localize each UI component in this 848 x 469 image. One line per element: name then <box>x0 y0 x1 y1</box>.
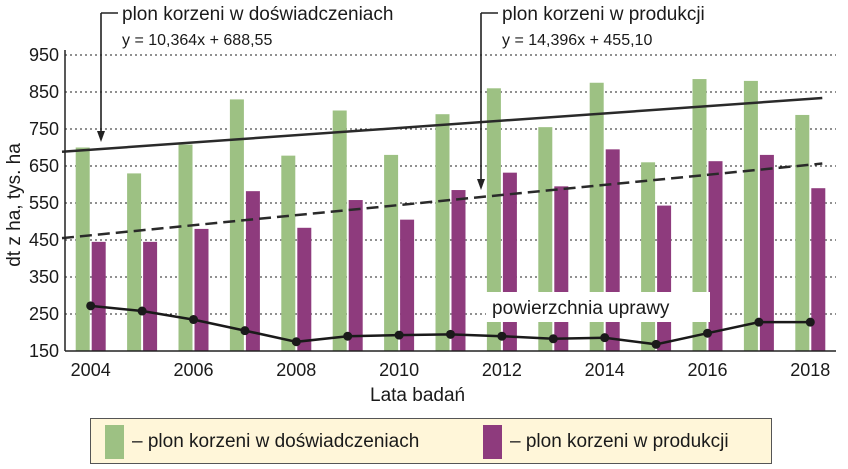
area-point-2014 <box>600 333 610 343</box>
x-axis-title: Lata badań <box>370 385 465 406</box>
x-axis-tick-labels: 2004 2006 2008 2010 2012 2014 2016 2018 <box>71 360 831 380</box>
legend-swatch-production <box>483 425 502 459</box>
bar-production-2012 <box>502 172 517 351</box>
area-point-2004 <box>86 301 96 311</box>
bar-experiment-2015 <box>641 162 656 351</box>
legend-swatch-experiment <box>105 425 124 459</box>
bar-experiment-2010 <box>384 154 399 351</box>
x-tick-label-2014: 2014 <box>585 360 625 380</box>
bar-production-2005 <box>143 241 158 351</box>
arrow-production-head <box>477 179 485 190</box>
area-point-2015 <box>651 339 661 349</box>
trendline-production <box>61 162 823 240</box>
bars <box>75 79 826 352</box>
x-tick-label-2018: 2018 <box>790 360 830 380</box>
area-point-2005 <box>137 306 147 316</box>
y-tick-label-650: 650 <box>29 156 59 176</box>
y-tick-label-350: 350 <box>29 267 59 287</box>
y-axis-tick-labels: 150 250 350 450 550 650 750 850 950 <box>29 45 59 361</box>
area-point-2008 <box>291 337 301 347</box>
y-tick-label-550: 550 <box>29 193 59 213</box>
x-tick-label-2016: 2016 <box>687 360 727 380</box>
bar-production-2016 <box>708 161 723 351</box>
bar-production-2004 <box>91 241 106 351</box>
bar-experiment-2009 <box>332 110 347 351</box>
area-point-2013 <box>548 334 558 344</box>
y-tick-label-750: 750 <box>29 119 59 139</box>
trendlines <box>61 96 823 240</box>
area-line-series <box>86 301 815 349</box>
legend-item-experiment: – plon korzeni w doświadczeniach <box>105 425 419 459</box>
area-label-background <box>486 292 710 322</box>
bar-experiment-2005 <box>127 173 142 351</box>
area-point-2009 <box>343 331 353 341</box>
gridlines <box>65 54 836 315</box>
bar-experiment-2011 <box>435 114 450 351</box>
area-point-2017 <box>754 317 764 327</box>
bar-production-2015 <box>657 205 672 351</box>
arrow-experiment-head <box>97 131 105 142</box>
y-tick-label-950: 950 <box>29 45 59 65</box>
bar-experiment-2007 <box>229 99 244 352</box>
y-tick-label-850: 850 <box>29 82 59 102</box>
annotation-production-title: plon korzeni w produkcji <box>502 4 705 25</box>
area-point-2007 <box>240 326 250 336</box>
legend-label-production: – plon korzeni w produkcji <box>510 431 729 452</box>
bar-production-2010 <box>400 219 415 351</box>
y-tick-label-150: 150 <box>29 341 59 361</box>
bar-experiment-2008 <box>281 155 296 351</box>
bar-experiment-2016 <box>692 79 707 352</box>
axes <box>64 50 836 352</box>
bar-experiment-2014 <box>589 82 604 351</box>
area-point-2012 <box>497 331 507 341</box>
annotation-experiment-equation: y = 10,364x + 688,55 <box>122 32 272 49</box>
annotation-experiment-title: plon korzeni w doświadczeniach <box>122 4 393 25</box>
bar-production-2017 <box>759 154 774 351</box>
trendline-experiment <box>61 96 823 153</box>
bar-production-2018 <box>811 188 826 351</box>
x-tick-label-2010: 2010 <box>379 360 419 380</box>
x-tick-label-2012: 2012 <box>482 360 522 380</box>
area-point-2018 <box>805 317 815 327</box>
bar-production-2007 <box>245 191 260 351</box>
area-point-2010 <box>394 330 404 340</box>
bar-production-2013 <box>554 186 569 351</box>
y-tick-label-450: 450 <box>29 230 59 250</box>
x-tick-label-2008: 2008 <box>276 360 316 380</box>
bar-production-2011 <box>451 190 466 351</box>
x-tick-label-2006: 2006 <box>173 360 213 380</box>
annotation-arrows <box>97 12 498 190</box>
bar-experiment-2018 <box>795 114 810 351</box>
area-point-2011 <box>446 329 455 339</box>
bar-production-2008 <box>297 227 312 351</box>
bar-experiment-2006 <box>178 144 193 351</box>
legend: – plon korzeni w doświadczeniach – plon … <box>90 418 772 464</box>
annotations: plon korzeni w doświadczeniach y = 10,36… <box>4 4 710 406</box>
legend-item-production: – plon korzeni w produkcji <box>483 425 729 459</box>
x-tick-label-2004: 2004 <box>71 360 111 380</box>
area-point-2016 <box>703 328 712 338</box>
area-line-label: powierzchnia uprawy <box>492 298 670 319</box>
bar-production-2009 <box>348 200 363 351</box>
bar-experiment-2017 <box>743 80 758 352</box>
area-point-2006 <box>189 315 198 325</box>
bar-experiment-2004 <box>75 147 90 351</box>
annotation-production-equation: y = 14,396x + 455,10 <box>502 32 652 49</box>
y-tick-label-250: 250 <box>29 304 59 324</box>
legend-label-experiment: – plon korzeni w doświadczeniach <box>132 431 420 452</box>
bar-production-2006 <box>194 228 209 351</box>
bar-experiment-2012 <box>486 88 501 352</box>
y-axis-title: dt z ha, tys. ha <box>4 143 25 267</box>
